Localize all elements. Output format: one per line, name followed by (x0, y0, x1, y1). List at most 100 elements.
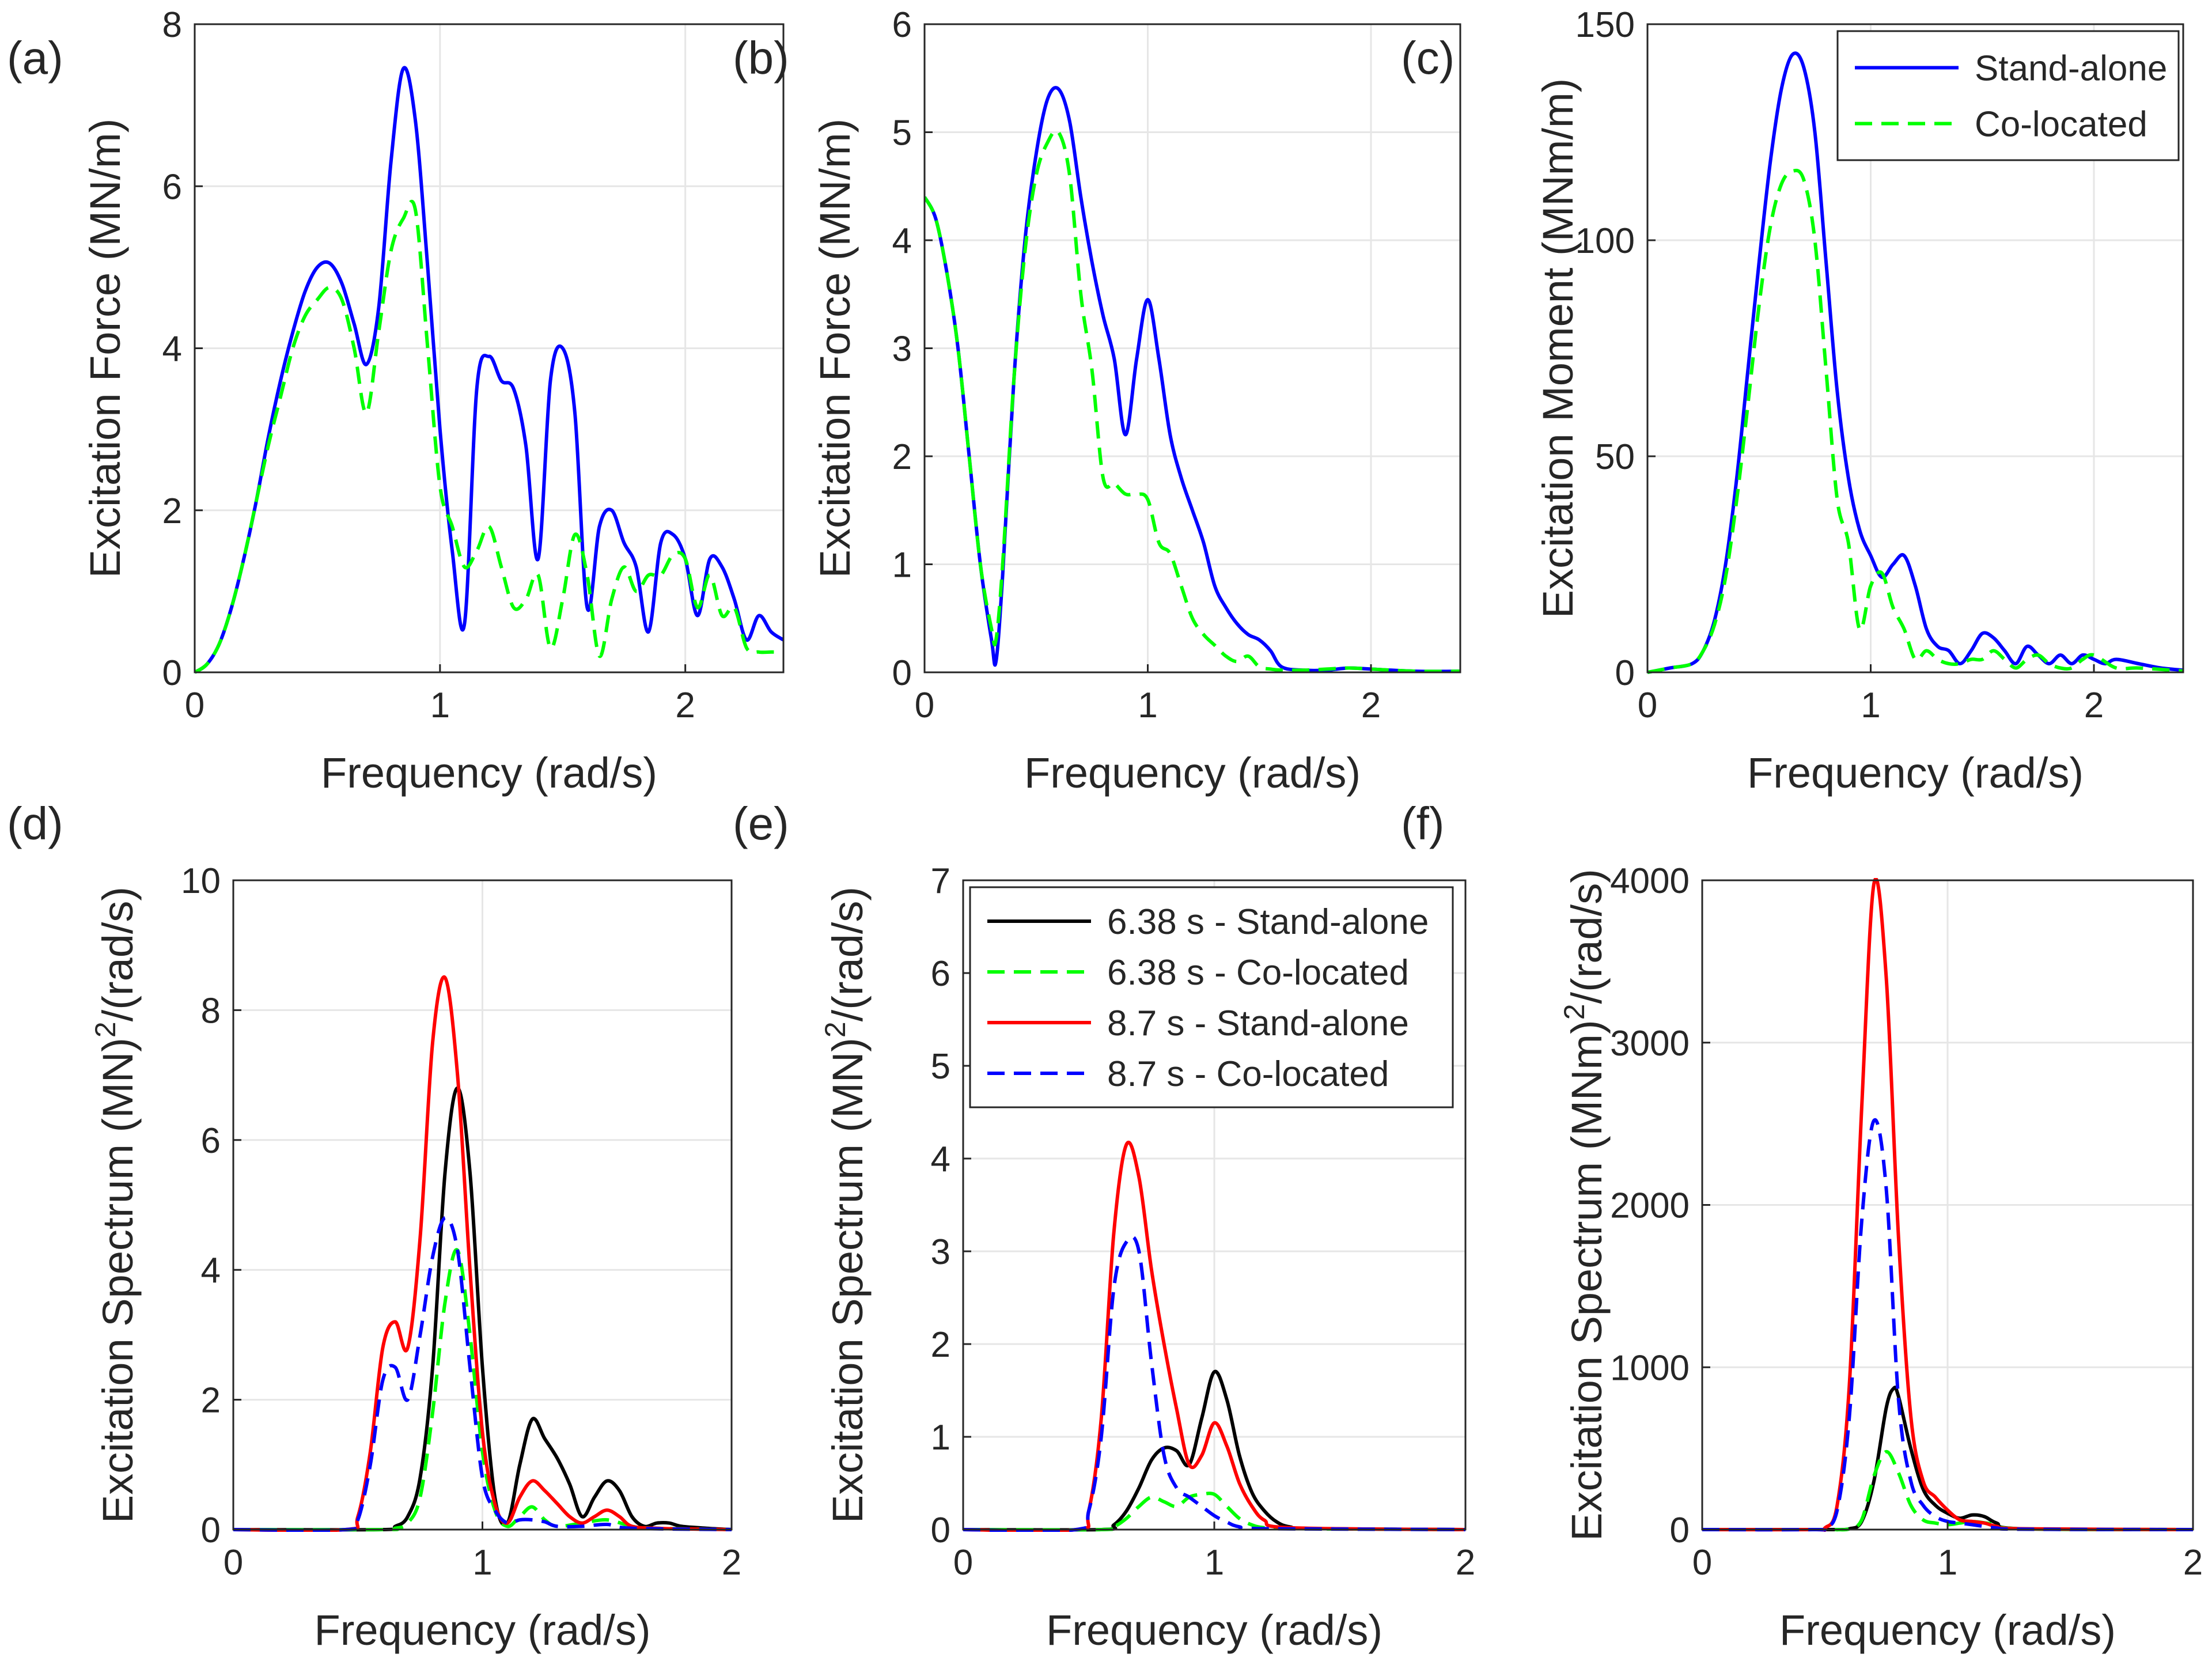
legend: 6.38 s - Stand-alone 6.38 s - Co-located 8… (969, 886, 1454, 1108)
axes-box (1646, 23, 2184, 673)
y-tick-label: 0 (1670, 1511, 1690, 1550)
legend-label-6-38-s-co-located: 6.38 s - Co-located (1107, 953, 1409, 993)
panel-label: (d) (7, 798, 63, 849)
panel-label: (c) (1401, 32, 1455, 84)
x-tick-label: 1 (1138, 686, 1157, 725)
y-tick-label: 5 (892, 113, 912, 153)
y-tick-label: 0 (162, 653, 182, 693)
legend-box (1836, 30, 2180, 161)
x-tick-label: 1 (1938, 1543, 1957, 1583)
x-axis-label: Frequency (rad/s) (1747, 749, 2084, 797)
y-tick-label: 1 (931, 1418, 950, 1458)
series-group (195, 66, 783, 674)
y-tick-label: 2 (201, 1381, 221, 1421)
y-tick-label: 4 (201, 1251, 221, 1290)
x-tick-label: 2 (1456, 1543, 1475, 1583)
legend: Stand-alone Co-located (1836, 30, 2180, 161)
x-tick-label: 0 (185, 686, 204, 725)
y-axis-label: Excitation Spectrum (MN)2/(rad/s) (89, 887, 142, 1523)
y-tick-label: 100 (1575, 221, 1635, 261)
panel-label: (b) (733, 32, 789, 84)
y-tick-label: 3000 (1610, 1024, 1690, 1064)
x-axis-label: Frequency (rad/s) (1779, 1606, 2116, 1654)
y-tick-label: 2 (931, 1325, 950, 1365)
x-axis-label: Frequency (rad/s) (321, 749, 657, 797)
y-tick-label: 1000 (1610, 1348, 1690, 1388)
x-tick-label: 1 (1205, 1543, 1224, 1583)
y-tick-label: 4 (162, 330, 182, 369)
series-line-8-7-s-stand-alone (233, 975, 732, 1532)
legend-label-co-located: Co-located (1975, 105, 2147, 145)
legend-label-8-7-s-stand-alone: 8.7 s - Stand-alone (1107, 1004, 1409, 1043)
x-tick-label: 0 (915, 686, 934, 725)
y-axis-label: Excitation Moment (MNm/m) (1534, 78, 1582, 618)
panel-label: (e) (733, 798, 789, 849)
legend-label-8-7-s-co-located: 8.7 s - Co-located (1107, 1054, 1389, 1094)
series-group (233, 975, 732, 1532)
x-tick-label: 2 (2183, 1543, 2203, 1583)
y-axis-label: Excitation Force (MN/m) (81, 119, 129, 578)
y-tick-label: 0 (201, 1511, 221, 1550)
series-line-8-7-s-stand-alone (963, 1141, 1465, 1532)
panel-d: 0 1 2 0 2 4 6 8 10 Frequency (rad/s) Excitation Sp… (7, 798, 741, 1654)
x-tick-label: 0 (953, 1543, 973, 1583)
x-tick-label: 2 (675, 686, 695, 725)
y-tick-label: 150 (1575, 5, 1635, 45)
y-tick-label: 1 (892, 546, 912, 585)
y-tick-label: 6 (892, 5, 912, 45)
series-line-co-located (925, 128, 1460, 673)
y-tick-label: 4 (931, 1140, 950, 1179)
legend-box (969, 886, 1454, 1108)
y-tick-label: 2 (162, 491, 182, 531)
y-tick-label: 4000 (1610, 861, 1690, 901)
x-tick-label: 2 (2084, 686, 2104, 725)
y-tick-label: 0 (1615, 653, 1635, 693)
panel-label: (f) (1401, 798, 1445, 849)
x-axis-label: Frequency (rad/s) (1046, 1606, 1382, 1654)
panel-c: 0 1 2 0 50 100 150 Frequency (rad/s) Excitation … (1401, 5, 2184, 797)
x-tick-label: 2 (722, 1543, 741, 1583)
series-line-co-located (1647, 168, 2183, 674)
panel-a: 0 1 2 0 2 4 6 8 Frequency (rad/s) Excitation Forc… (7, 5, 785, 797)
x-tick-label: 0 (1692, 1543, 1712, 1583)
y-tick-label: 6 (931, 954, 950, 994)
panel-f: 0 1 2 0 1000 2000 3000 4000 Frequency (rad/s) Exc… (1401, 798, 2203, 1654)
x-axis-label: Frequency (rad/s) (1024, 749, 1361, 797)
y-tick-label: 10 (181, 861, 221, 901)
y-tick-label: 0 (892, 653, 912, 693)
x-tick-label: 1 (430, 686, 450, 725)
x-tick-label: 1 (472, 1543, 492, 1583)
y-tick-label: 6 (162, 167, 182, 207)
series-line-8-7-s-co-located (233, 1216, 732, 1532)
y-tick-label: 3 (892, 330, 912, 369)
y-axis-label: Excitation Spectrum (MNm)2/(rad/s) (1558, 869, 1611, 1541)
y-tick-label: 8 (162, 5, 182, 45)
series-line-stand-alone (1647, 51, 2183, 674)
x-tick-label: 1 (1861, 686, 1880, 725)
y-tick-label: 7 (931, 861, 950, 901)
series-line-stand-alone (925, 86, 1460, 673)
panel-e: 0 1 2 0 1 2 3 4 5 6 7 Frequency (rad/s) Excitation S… (733, 798, 1475, 1654)
y-tick-label: 8 (201, 991, 221, 1031)
x-tick-label: 0 (1638, 686, 1657, 725)
series-line-8-7-s-co-located (1702, 1118, 2193, 1532)
x-tick-label: 0 (224, 1543, 243, 1583)
x-axis-label: Frequency (rad/s) (315, 1606, 651, 1654)
series-group (963, 1141, 1465, 1532)
y-tick-label: 0 (931, 1511, 950, 1550)
panel-label: (a) (7, 32, 63, 84)
y-tick-label: 2 (892, 437, 912, 477)
series-group (1647, 51, 2183, 674)
legend-label-stand-alone: Stand-alone (1975, 49, 2167, 89)
y-tick-label: 6 (201, 1121, 221, 1161)
series-group (925, 86, 1460, 673)
legend-label-6-38-s-stand-alone: 6.38 s - Stand-alone (1107, 902, 1429, 942)
y-tick-label: 50 (1595, 437, 1635, 477)
y-tick-label: 2000 (1610, 1186, 1690, 1226)
y-tick-label: 4 (892, 221, 912, 261)
y-tick-label: 5 (931, 1047, 950, 1087)
y-axis-label: Excitation Force (MN/m) (811, 119, 859, 578)
y-tick-label: 3 (931, 1232, 950, 1272)
series-line-8-7-s-co-located (963, 1235, 1465, 1532)
series-line-stand-alone (195, 66, 783, 674)
